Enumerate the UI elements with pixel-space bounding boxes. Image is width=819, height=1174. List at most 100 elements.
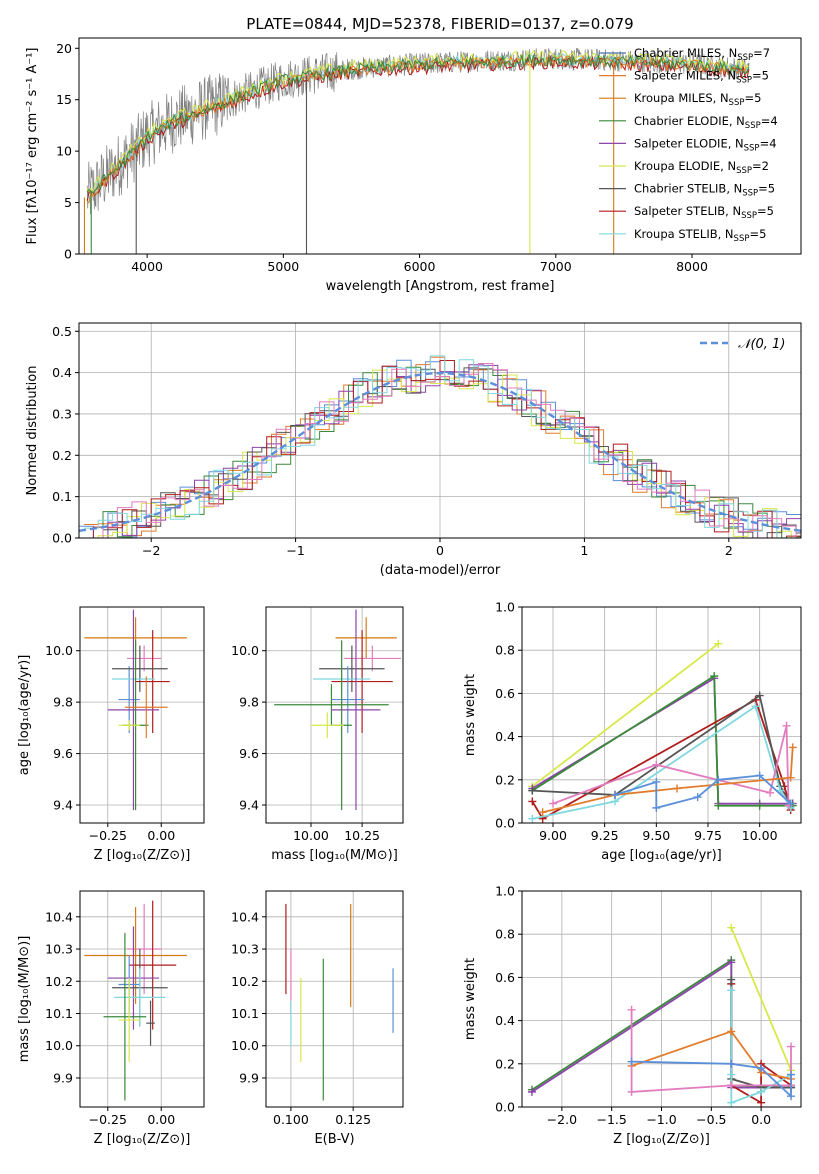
y-tick-label: 0.2 (495, 1056, 515, 1071)
legend-label-count: =5 (757, 204, 774, 218)
legend-label: Kroupa MILES, NSSP=5 (634, 91, 761, 108)
y-tick-label: 0.4 (495, 729, 515, 744)
weight-marker (527, 1087, 536, 1096)
y-tick-label: 0.4 (52, 365, 72, 380)
y-tick-label: 15 (56, 92, 72, 107)
y-tick-label: 9.8 (53, 695, 73, 710)
weight-marker (652, 760, 661, 769)
error-point (331, 630, 393, 733)
legend-label-sub: SSP (741, 211, 757, 221)
error-point (127, 645, 162, 672)
x-tick-label: 0 (436, 543, 444, 558)
legend-label-count: =4 (761, 114, 778, 128)
weight-marker (727, 1070, 736, 1079)
x-tick-label: −0.25 (89, 828, 127, 843)
legend-label-count: =2 (752, 159, 769, 173)
y-tick-label: 10.3 (45, 942, 73, 957)
x-axis-label: age [log₁₀(age/yr)] (601, 848, 722, 863)
y-tick-label: 10.0 (231, 643, 259, 658)
y-tick-label: 9.9 (239, 1070, 259, 1085)
weight-marker (787, 1070, 796, 1079)
y-tick-label: 10.2 (231, 974, 259, 989)
error-point (103, 932, 147, 1101)
weight-series (528, 639, 723, 791)
x-axis-label: wavelength [Angstrom, rest frame] (326, 279, 555, 294)
weight-marker (787, 1042, 796, 1051)
error-point (129, 900, 177, 1030)
error-point (112, 645, 168, 692)
x-axis-label: Z [log₁₀(Z/Z⊙)] (94, 848, 191, 863)
plot-area (84, 900, 187, 1101)
panel-5: −0.25 0.00 9.9 10.0 10.1 10.2 10.3 10.4 Z [log₁₀… (17, 890, 205, 1147)
legend-label: Salpeter MILES, NSSP=5 (634, 69, 769, 86)
y-tick-label: 10.0 (45, 643, 73, 658)
panel-6: 0.100 0.125 9.9 10.0 10.1 10.2 10.3 10.4 E(B-V) (231, 890, 404, 1147)
y-tick-label: 0.4 (495, 1013, 515, 1028)
x-tick-label: −1.5 (596, 1112, 626, 1127)
weight-marker (757, 1087, 766, 1096)
residual-histogram (88, 366, 801, 538)
y-axis-label: mass weight (463, 958, 478, 1040)
x-tick-label: 4000 (131, 259, 163, 274)
legend-label-sub: SSP (734, 234, 750, 244)
y-tick-label: 10.4 (231, 909, 259, 924)
weight-series (549, 721, 793, 810)
weight-marker (528, 814, 537, 823)
x-tick-label: 0.100 (273, 1112, 309, 1127)
x-tick-label: 0.0 (751, 1112, 771, 1127)
y-tick-label: 0.3 (52, 406, 72, 421)
weight-marker (549, 799, 557, 808)
y-tick-label: 0.1 (52, 489, 72, 504)
weight-marker (727, 986, 736, 995)
x-axis-label: (data-model)/error (380, 563, 501, 578)
plot-area (274, 609, 401, 811)
y-tick-label: 0.8 (495, 643, 515, 658)
y-tick-label: 9.8 (239, 695, 259, 710)
weight-marker (627, 1087, 636, 1096)
weight-marker (727, 975, 736, 984)
y-tick-label: 10.2 (45, 974, 73, 989)
axes-frame (79, 890, 205, 1108)
error-point (335, 617, 397, 659)
y-axis-label: age [log₁₀(age/yr)] (17, 655, 32, 776)
plot-area (79, 355, 801, 538)
y-tick-label: 0.6 (495, 686, 515, 701)
residual-histogram (88, 363, 801, 538)
weight-series (528, 674, 797, 808)
y-tick-label: 9.6 (239, 746, 259, 761)
x-tick-label: −1 (286, 543, 304, 558)
legend-label: Chabrier STELIB, NSSP=5 (634, 182, 775, 199)
weight-marker (755, 801, 764, 810)
error-point (319, 645, 385, 692)
weight-marker (652, 803, 661, 812)
weight-marker (652, 777, 661, 786)
y-axis-label: mass [log₁₀(M/M⊙)] (17, 936, 32, 1063)
y-tick-label: 0.2 (495, 772, 515, 787)
panel-4: 9.00 9.25 9.50 9.75 10.00 0.0 0.2 0.4 0.6 0.8 1.0 a… (463, 600, 802, 863)
legend-label-count: =7 (753, 46, 770, 60)
weight-marker (782, 721, 791, 730)
error-point (331, 666, 365, 733)
error-point (331, 609, 381, 811)
weight-line (631, 1030, 792, 1080)
legend-label-name: Chabrier STELIB, N (634, 182, 742, 196)
x-tick-label: −2 (142, 543, 160, 558)
plot-area (285, 903, 394, 1101)
weight-marker (757, 1064, 766, 1073)
legend-label: Salpeter ELODIE, NSSP=4 (634, 136, 777, 153)
panel-1: 𝒩(0, 1) −2 −1 0 1 2 0.0 0.1 0.2 0.3 0.4 0.5 (data-mo… (25, 322, 802, 578)
weight-marker (627, 1005, 636, 1014)
weight-marker (710, 672, 719, 681)
normal-curve (79, 371, 801, 532)
weight-marker (611, 790, 619, 799)
weight-marker (786, 773, 795, 782)
legend-label: Kroupa STELIB, NSSP=5 (634, 227, 766, 244)
legend-label-name: Chabrier ELODIE, N (634, 114, 745, 128)
legend-label-name: Kroupa ELODIE, N (634, 159, 736, 173)
weight-marker (727, 1098, 736, 1107)
x-tick-label: 0.00 (147, 1112, 175, 1127)
x-tick-label: 10.00 (742, 828, 778, 843)
error-point (114, 968, 166, 1027)
weight-marker (786, 799, 795, 808)
